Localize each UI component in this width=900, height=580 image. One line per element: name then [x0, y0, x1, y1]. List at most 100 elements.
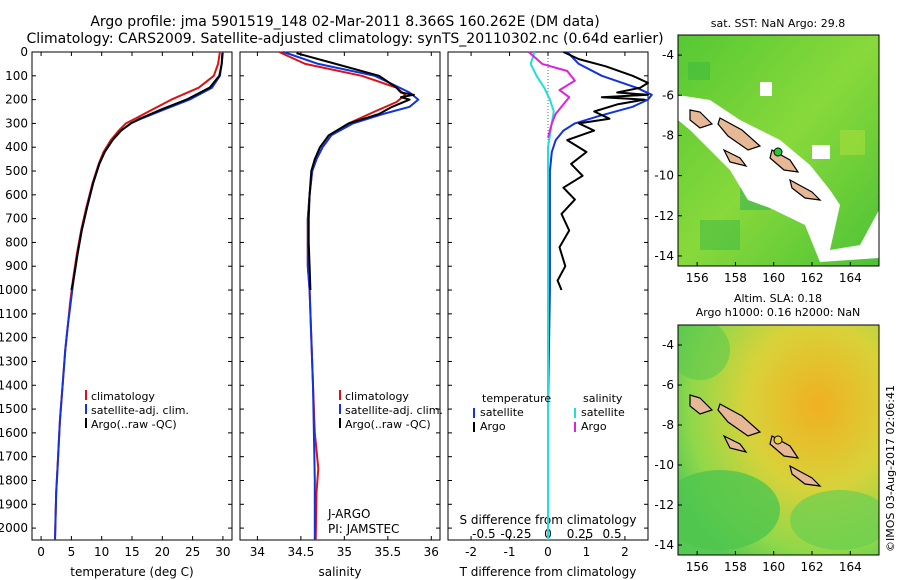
temperature-frame [31, 51, 233, 541]
depth-tick-label: 100 [5, 69, 28, 83]
salinity-frame [239, 51, 441, 541]
legend-entry: Argo [480, 420, 506, 433]
map-xtick-label: 164 [839, 271, 862, 285]
difference-xtick-label: -1 [504, 545, 516, 559]
depth-tick-label: 700 [5, 212, 28, 226]
temperature-xtick-label: 10 [94, 545, 109, 559]
depth-tick-label: 800 [5, 235, 28, 249]
sla-map-overlay [678, 325, 879, 550]
panel-temperature: 0100200300400500600700800900100011001200… [0, 45, 233, 579]
temperature-xtick-label: 20 [155, 545, 170, 559]
legend-header-salinity: salinity [583, 392, 623, 405]
difference-xtick-label: 2 [621, 545, 629, 559]
panel-salinity: 34 34.5 35 35.5 36 salinity climatologysatelli… [239, 51, 443, 579]
map-xtick-label: 156 [686, 271, 709, 285]
sla-map-xticks: 156 158 160 162 164 [686, 551, 862, 574]
depth-tick-label: 1700 [0, 450, 28, 464]
map-xtick-label: 160 [762, 271, 785, 285]
sst-map-xticks: 156 158 160 162 164 [686, 262, 862, 285]
header-line-2: Climatology: CARS2009. Satellite-adjuste… [26, 31, 663, 47]
depth-tick-label: 2000 [0, 521, 28, 535]
temperature-xtick-label: 5 [68, 545, 76, 559]
sla-map-title-1: Altim. SLA: 0.18 [734, 292, 822, 305]
salinity-xtick-label: 35.5 [374, 545, 401, 559]
map-ytick-label: -12 [654, 209, 674, 223]
salinity-xtick-label: 34 [250, 545, 265, 559]
map-xtick-label: 162 [801, 271, 824, 285]
depth-tick-label: 300 [5, 116, 28, 130]
legend-header-temperature: temperature [482, 392, 551, 405]
program-annotation: PI: JAMSTEC [328, 522, 399, 536]
s-diff-tick-label: -0.25 [500, 527, 531, 541]
legend-entry: satellite [581, 406, 625, 419]
header-line-1: Argo profile: jma 5901519_148 02-Mar-201… [90, 14, 599, 30]
sst-map-overlay [678, 62, 879, 262]
legend-entry: climatology [91, 390, 155, 403]
difference-xtick-label: 0 [544, 545, 552, 559]
sst-map: sat. SST: NaN Argo: 29.8 156 158 160 162 164… [654, 17, 880, 285]
map-xtick-label: 158 [724, 560, 747, 574]
depth-tick-label: 1900 [0, 497, 28, 511]
series-line-satellite-adj-clim- [283, 51, 420, 540]
depth-tick-label: 1400 [0, 378, 28, 392]
map-xtick-label: 158 [724, 271, 747, 285]
legend-entry: satellite-adj. clim. [345, 404, 443, 417]
series-line-salinity-argo [528, 51, 576, 138]
sla-map-title-2: Argo h1000: 0.16 h2000: NaN [696, 306, 861, 319]
s-diff-tick-label: -0.5 [472, 527, 495, 541]
difference-xtick-label: -2 [465, 545, 477, 559]
depth-tick-label: 1800 [0, 473, 28, 487]
depth-tick-label: 500 [5, 164, 28, 178]
sla-map: Altim. SLA: 0.18 Argo h1000: 0.16 h2000:… [654, 292, 880, 574]
program-annotation: J-ARGO [327, 507, 370, 521]
map-ytick-label: -14 [654, 538, 674, 552]
depth-tick-label: 1000 [0, 283, 28, 297]
legend-entry: Argo [581, 420, 607, 433]
difference-xtick-label: 1 [583, 545, 591, 559]
s-diff-tick-label: 0.5 [603, 527, 622, 541]
series-line-temperature-argo [556, 51, 649, 291]
map-ytick-label: -8 [662, 418, 674, 432]
map-ytick-label: -4 [662, 48, 674, 62]
map-ytick-label: -10 [654, 169, 674, 183]
panel-difference: -2 -1 0 1 2 T difference from climatology -0.5… [447, 51, 653, 579]
profile-panels: 0100200300400500600700800900100011001200… [0, 45, 653, 579]
series-line-temperature-satellite [547, 51, 653, 540]
map-xtick-label: 162 [801, 560, 824, 574]
depth-tick-label: 1200 [0, 331, 28, 345]
map-ytick-label: -14 [654, 249, 674, 263]
depth-tick-label: 0 [20, 45, 28, 59]
depth-tick-label: 1500 [0, 402, 28, 416]
depth-tick-label: 200 [5, 93, 28, 107]
imos-stamp: ©IMOS 03-Aug-2017 02:06:41 [884, 385, 897, 552]
map-xtick-label: 164 [839, 560, 862, 574]
sst-map-title: sat. SST: NaN Argo: 29.8 [711, 17, 845, 30]
sla-map-yticks: -4 -6 -8 -10 -12 -14 [654, 338, 682, 552]
depth-tick-label: 1100 [0, 307, 28, 321]
map-xtick-label: 160 [762, 560, 785, 574]
temperature-xlabel: temperature (deg C) [70, 565, 193, 579]
salinity-xtick-label: 34.5 [288, 545, 315, 559]
depth-tick-label: 400 [5, 140, 28, 154]
map-ytick-label: -12 [654, 498, 674, 512]
salinity-xtick-label: 36 [424, 545, 439, 559]
sst-map-yticks: -4 -6 -8 -10 -12 -14 [654, 48, 682, 263]
map-xtick-label: 156 [686, 560, 709, 574]
legend-entry: Argo(..raw -QC) [345, 418, 431, 431]
depth-tick-label: 1300 [0, 354, 28, 368]
temperature-xtick-label: 0 [37, 545, 45, 559]
legend-entry: satellite-adj. clim. [91, 404, 189, 417]
sst-map-frame [677, 34, 880, 267]
salinity-xtick-label: 35 [337, 545, 352, 559]
depth-tick-label: 600 [5, 188, 28, 202]
map-ytick-label: -4 [662, 338, 674, 352]
legend-entry: Argo(..raw -QC) [91, 418, 177, 431]
map-ytick-label: -6 [662, 378, 674, 392]
temperature-xtick-label: 15 [124, 545, 139, 559]
legend-entry: satellite [480, 406, 524, 419]
series-line-argo-raw-qc- [296, 52, 415, 291]
salinity-xlabel: salinity [318, 565, 361, 579]
s-diff-tick-label: 0.25 [567, 527, 594, 541]
